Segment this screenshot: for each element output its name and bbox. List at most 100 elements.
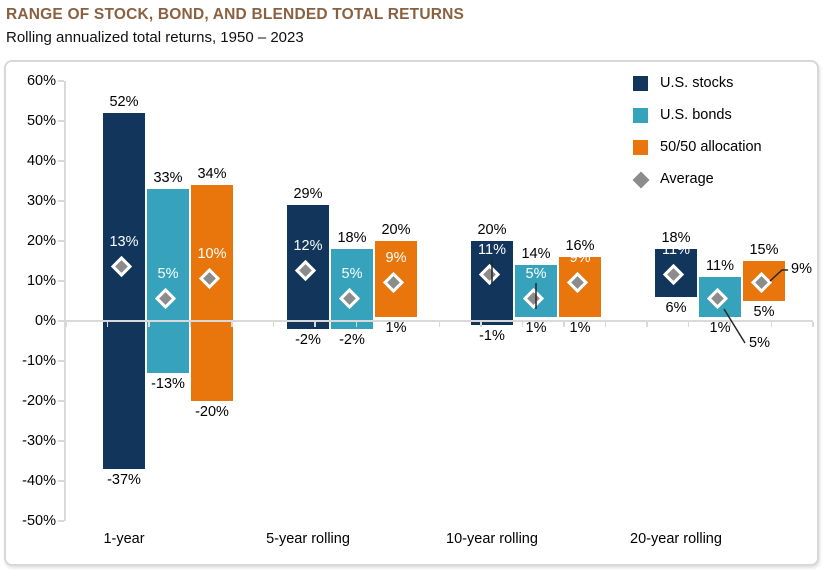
legend-label: 50/50 allocation xyxy=(660,139,762,155)
chart-title: RANGE OF STOCK, BOND, AND BLENDED TOTAL … xyxy=(6,6,465,23)
min-label: 1% xyxy=(709,320,731,336)
y-axis-tick xyxy=(58,440,64,442)
x-axis-tick xyxy=(272,322,274,327)
legend-label: U.S. stocks xyxy=(660,75,734,91)
y-tick-label: 20% xyxy=(26,233,56,249)
average-label: 5% xyxy=(157,266,179,282)
y-axis-tick xyxy=(58,160,64,162)
max-label: 16% xyxy=(565,238,595,254)
average-label: 13% xyxy=(109,234,139,250)
y-axis-tick xyxy=(58,400,64,402)
x-axis-tick xyxy=(314,322,316,327)
max-label: 11% xyxy=(706,258,734,274)
average-label: 10% xyxy=(197,246,227,262)
x-axis-tick xyxy=(189,322,191,327)
x-axis-tick xyxy=(65,322,67,327)
x-axis-tick xyxy=(563,322,565,327)
max-label: 15% xyxy=(749,242,779,258)
min-label: 1% xyxy=(569,320,591,336)
x-axis-tick xyxy=(480,322,482,327)
min-label: 1% xyxy=(525,320,547,336)
legend-diamond-swatch xyxy=(632,171,650,189)
x-axis-tick xyxy=(812,322,814,327)
legend-swatch xyxy=(633,76,648,91)
x-axis-tick xyxy=(355,322,357,327)
min-label: 1% xyxy=(385,320,407,336)
category-label: 1-year xyxy=(103,531,145,547)
legend-label: U.S. bonds xyxy=(660,107,732,123)
average-label: 12% xyxy=(293,238,323,254)
max-label: 14% xyxy=(521,246,551,262)
y-tick-label: 30% xyxy=(26,193,56,209)
y-axis-tick xyxy=(58,520,64,522)
chart-subtitle: Rolling annualized total returns, 1950 –… xyxy=(6,29,304,46)
category-label: 20-year rolling xyxy=(630,531,722,547)
y-axis-tick xyxy=(58,480,64,482)
x-axis-tick xyxy=(604,322,606,327)
max-label: 20% xyxy=(381,222,411,238)
legend-label: Average xyxy=(660,171,714,187)
min-label: -13% xyxy=(151,376,185,392)
min-label: 6% xyxy=(665,300,687,316)
y-axis-tick xyxy=(58,200,64,202)
max-label: 18% xyxy=(661,230,691,246)
y-tick-label: -10% xyxy=(22,353,56,369)
max-label: 52% xyxy=(109,94,139,110)
min-label: -20% xyxy=(195,404,229,420)
range-bar xyxy=(147,189,189,373)
y-axis-tick xyxy=(58,360,64,362)
x-axis-tick xyxy=(770,322,772,327)
y-axis-line xyxy=(64,81,66,521)
range-bar xyxy=(103,113,145,469)
y-axis-tick xyxy=(58,240,64,242)
max-label: 29% xyxy=(293,186,323,202)
average-label: 5% xyxy=(341,266,363,282)
average-label: 5% xyxy=(749,335,770,351)
average-label: 11% xyxy=(662,242,690,258)
x-axis-tick xyxy=(148,322,150,327)
y-tick-label: -50% xyxy=(22,513,56,529)
x-axis-tick xyxy=(521,322,523,327)
legend-swatch xyxy=(633,108,648,123)
zero-line xyxy=(66,320,813,322)
max-label: 18% xyxy=(337,230,367,246)
x-axis-tick xyxy=(438,322,440,327)
y-axis-tick xyxy=(58,280,64,282)
average-label: 11% xyxy=(478,242,506,258)
max-label: 20% xyxy=(477,222,507,238)
y-axis-tick xyxy=(58,320,64,322)
x-axis-tick xyxy=(231,322,233,327)
y-tick-label: 50% xyxy=(26,113,56,129)
max-label: 34% xyxy=(197,166,227,182)
range-bar xyxy=(191,185,233,401)
y-tick-label: -20% xyxy=(22,393,56,409)
x-axis-tick xyxy=(106,322,108,327)
y-tick-label: 40% xyxy=(26,153,56,169)
x-axis-tick xyxy=(687,322,689,327)
y-tick-label: 10% xyxy=(26,273,56,289)
min-label: -2% xyxy=(295,332,321,348)
y-tick-label: -30% xyxy=(22,433,56,449)
min-label: -1% xyxy=(479,328,505,344)
y-axis-tick xyxy=(58,80,64,82)
range-bar xyxy=(331,249,373,329)
x-axis-tick xyxy=(646,322,648,327)
min-label: 5% xyxy=(753,304,775,320)
x-axis-tick xyxy=(397,322,399,327)
average-label: 9% xyxy=(791,261,812,277)
category-label: 5-year rolling xyxy=(266,531,350,547)
y-tick-label: 60% xyxy=(26,73,56,89)
y-axis-tick xyxy=(58,120,64,122)
y-tick-label: -40% xyxy=(22,473,56,489)
average-label: 5% xyxy=(525,266,547,282)
category-label: 10-year rolling xyxy=(446,531,538,547)
average-label: 9% xyxy=(385,250,407,266)
average-label: 9% xyxy=(569,250,591,266)
y-tick-label: 0% xyxy=(35,313,56,329)
max-label: 33% xyxy=(153,170,183,186)
legend-swatch xyxy=(633,140,648,155)
min-label: -2% xyxy=(339,332,365,348)
min-label: -37% xyxy=(107,472,141,488)
